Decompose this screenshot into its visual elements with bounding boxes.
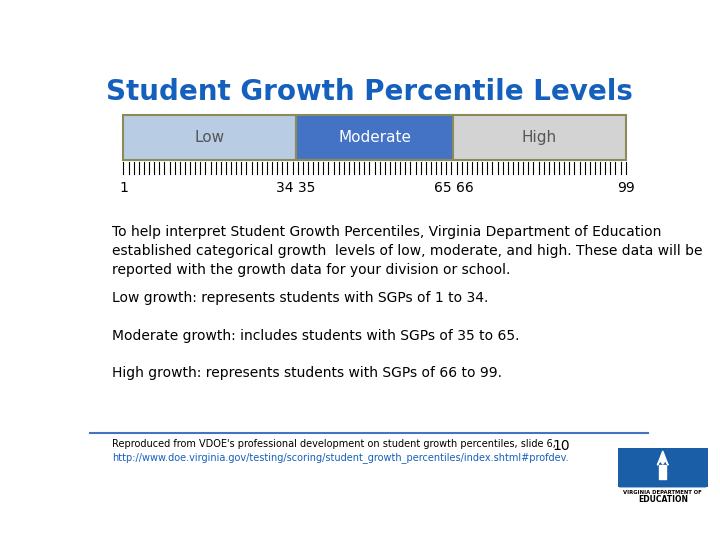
Text: High growth: represents students with SGPs of 66 to 99.: High growth: represents students with SG… (112, 366, 503, 380)
Text: Moderate: Moderate (338, 130, 411, 145)
Text: Low growth: represents students with SGPs of 1 to 34.: Low growth: represents students with SGP… (112, 292, 489, 306)
Text: 1: 1 (119, 181, 128, 195)
Polygon shape (657, 451, 668, 465)
Text: http://www.doe.virginia.gov/testing/scoring/student_growth_percentiles/index.sht: http://www.doe.virginia.gov/testing/scor… (112, 453, 569, 463)
Text: 34 35: 34 35 (276, 181, 315, 195)
Bar (124, 114, 296, 160)
Bar (618, 448, 708, 487)
Text: Reproduced from VDOE's professional development on student growth percentiles, s: Reproduced from VDOE's professional deve… (112, 439, 556, 449)
Text: 99: 99 (617, 181, 634, 195)
Text: To help interpret Student Growth Percentiles, Virginia Department of Education
e: To help interpret Student Growth Percent… (112, 225, 703, 277)
Polygon shape (619, 458, 706, 487)
Text: Low: Low (194, 130, 225, 145)
Text: EDUCATION: EDUCATION (638, 495, 688, 504)
Text: High: High (522, 130, 557, 145)
Bar (454, 114, 626, 160)
Text: VIRGINIA DEPARTMENT OF: VIRGINIA DEPARTMENT OF (624, 490, 702, 495)
Polygon shape (660, 465, 667, 479)
Text: Student Growth Percentile Levels: Student Growth Percentile Levels (106, 78, 632, 106)
Text: 65 66: 65 66 (433, 181, 473, 195)
Text: 10: 10 (553, 439, 570, 453)
Bar (296, 114, 454, 160)
Text: Moderate growth: includes students with SGPs of 35 to 65.: Moderate growth: includes students with … (112, 329, 520, 343)
